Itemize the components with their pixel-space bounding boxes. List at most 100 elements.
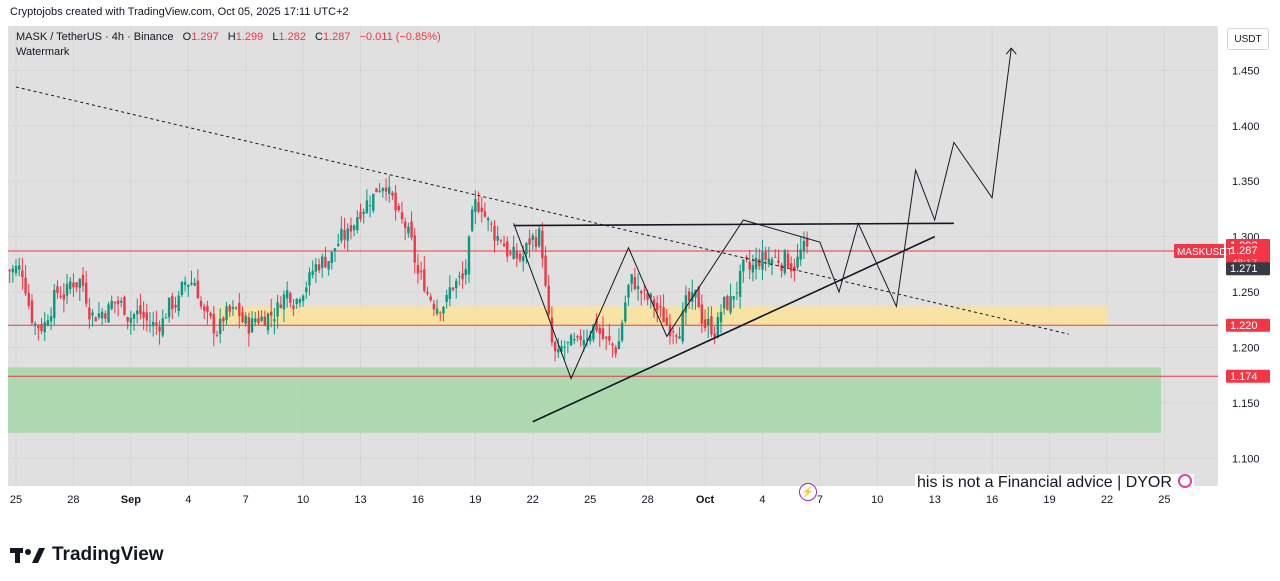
level-lines — [8, 250, 1218, 377]
candle-body — [655, 302, 659, 311]
candle-body — [151, 321, 155, 327]
candle-body — [225, 306, 228, 321]
legend-open: 1.297 — [191, 31, 219, 43]
candle-body — [142, 311, 145, 318]
candle-body — [94, 317, 97, 322]
tradingview-logo[interactable]: TradingView — [10, 544, 164, 566]
candle-body — [780, 264, 783, 271]
candle-body — [585, 338, 589, 340]
candle-body — [464, 268, 467, 276]
legend-low: 1.282 — [278, 31, 306, 43]
candle-body — [247, 317, 251, 334]
candle-body — [608, 335, 611, 341]
candle-body — [368, 205, 372, 207]
candle-body — [378, 190, 381, 192]
candle-body — [317, 264, 321, 271]
y-tick-label: 1.350 — [1232, 176, 1260, 188]
candle-body — [620, 322, 624, 341]
candle-body — [91, 312, 94, 316]
candle-body — [116, 300, 120, 305]
candle-body — [493, 225, 496, 241]
candle-body — [611, 343, 614, 346]
candle-body — [528, 238, 531, 245]
candle-body — [400, 212, 404, 220]
candle-body — [480, 207, 483, 212]
candles[interactable] — [5, 175, 809, 362]
candle-body — [442, 306, 445, 314]
candle-body — [796, 256, 799, 268]
candle-body — [212, 313, 215, 334]
candle-body — [158, 326, 161, 332]
candle-body — [100, 311, 104, 319]
candle-body — [8, 269, 11, 272]
candle-body — [534, 237, 538, 247]
candle-body — [324, 256, 327, 268]
candle-body — [509, 252, 512, 255]
candle-body — [167, 297, 171, 318]
candle-body — [161, 318, 164, 336]
candle-body — [126, 316, 129, 322]
candle-body — [215, 335, 219, 337]
candle-body — [426, 291, 429, 294]
candle-body — [145, 312, 148, 321]
currency-unit-button[interactable]: USDT — [1227, 28, 1269, 50]
candle-body — [292, 305, 295, 309]
candle-body — [707, 318, 710, 326]
time-axis[interactable]: 25 28 Sep 4 7 10 13 16 19 22 25 28 Oct 4 7 10 13 16 19 22 25 — [10, 494, 1171, 506]
candle-body — [384, 187, 388, 192]
projected-arrow-head — [1005, 47, 1017, 55]
candle-body — [327, 261, 330, 270]
candle-body — [486, 218, 490, 221]
candle-body — [423, 269, 426, 292]
candle-body — [563, 346, 566, 348]
lightning-icon[interactable]: ⚡ — [799, 483, 817, 501]
candle-body — [104, 313, 107, 319]
candle-body — [340, 228, 343, 241]
candle-body — [429, 296, 432, 300]
candle-body — [713, 333, 716, 337]
watermark-label: Watermark — [16, 46, 70, 58]
candle-body — [148, 325, 152, 327]
price-label-text: 1.271 — [1230, 263, 1258, 275]
candle-body — [579, 336, 582, 341]
x-tick-label: 28 — [67, 494, 79, 506]
candle-body — [751, 264, 755, 273]
candle-body — [719, 311, 723, 323]
candle-body — [592, 324, 595, 340]
drawings[interactable] — [15, 47, 1069, 423]
candle-body — [110, 300, 113, 309]
legend-high: 1.299 — [235, 31, 264, 43]
candle-body — [467, 236, 471, 275]
candle-body — [75, 282, 78, 288]
candle-body — [336, 243, 340, 246]
candle-body — [729, 296, 732, 313]
legend-open-label: O — [182, 31, 192, 43]
candle-body — [155, 322, 158, 326]
candle-body — [439, 312, 442, 314]
candle-body — [802, 240, 806, 252]
candle-body — [333, 248, 337, 252]
candle-body — [582, 340, 586, 346]
x-tick-label: 13 — [354, 494, 366, 506]
candle-body — [190, 282, 193, 285]
candle-body — [761, 252, 764, 270]
candle-body — [754, 257, 758, 270]
candle-body — [576, 336, 579, 338]
candle-body — [362, 211, 365, 214]
candle-body — [458, 276, 461, 278]
candle-body — [786, 253, 790, 268]
candle-body — [394, 192, 397, 211]
candle-body — [218, 318, 222, 334]
candle-body — [640, 290, 643, 294]
x-tick-label: 19 — [1043, 494, 1055, 506]
legend-low-label: L — [272, 31, 279, 43]
x-tick-label: 4 — [759, 494, 765, 506]
candle-body — [136, 310, 139, 315]
candle-body — [624, 302, 627, 322]
chart-area[interactable]: 1.450 1.400 1.350 1.300 1.250 1.200 1.150 1.100… — [5, 26, 1274, 510]
candle-body — [506, 241, 509, 257]
candle-body — [21, 270, 24, 278]
price-label-text: 1.287 — [1230, 245, 1258, 257]
price-chart[interactable]: 1.4501.4001.3501.3001.2501.2001.1501.100… — [5, 26, 1274, 510]
candle-body — [238, 302, 241, 317]
